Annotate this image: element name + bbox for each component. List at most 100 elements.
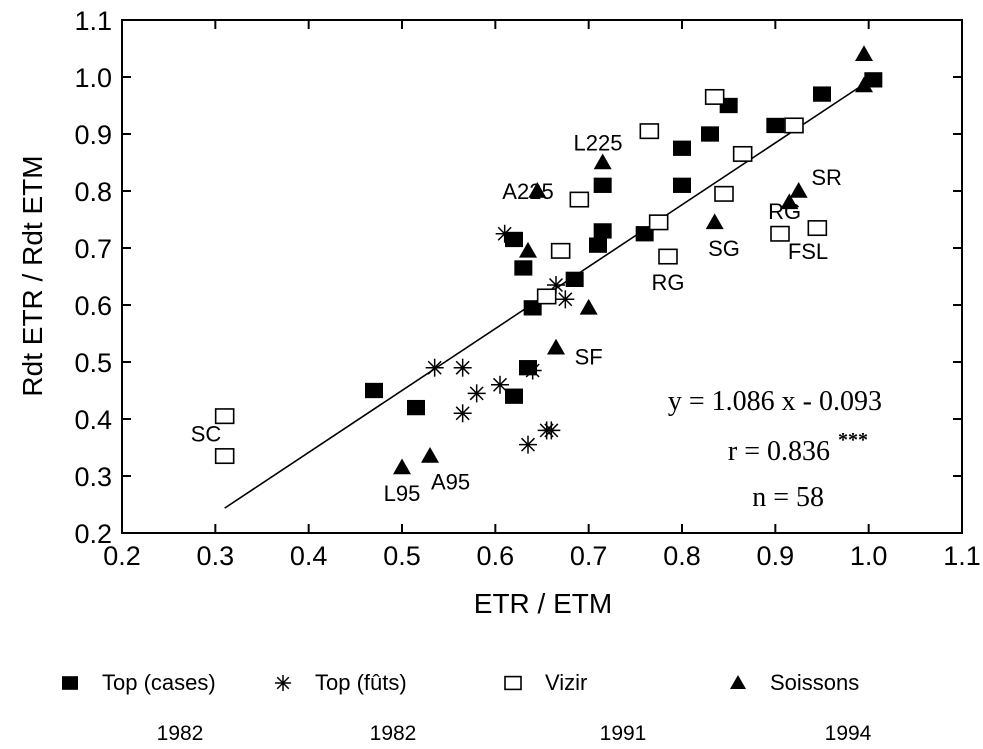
- point-top-cases: [766, 117, 785, 134]
- point-label: SF: [575, 344, 603, 369]
- point-soissons: [789, 182, 808, 198]
- regression-stats: y = 1.086 x - 0.093 r = 0.836 *** n = 58: [668, 386, 882, 513]
- point-vizir: [732, 145, 753, 162]
- point-vizir: [536, 288, 557, 305]
- point-top-f-ts: [425, 358, 444, 377]
- y-tick-label: 0.8: [74, 177, 112, 207]
- x-tick-label: 0.4: [290, 541, 328, 571]
- point-soissons: [519, 241, 537, 258]
- point-vizir: [784, 117, 804, 134]
- y-tick-label: 1.0: [74, 63, 112, 93]
- point-label: A225: [502, 179, 553, 204]
- point-vizir: [639, 123, 660, 140]
- data-points: [214, 45, 883, 475]
- legend-marker: [504, 675, 522, 691]
- legend-label: Soissons: [770, 670, 859, 695]
- legend-item: Soissons 1994: [730, 670, 872, 745]
- asterisk-stroke: [455, 406, 470, 421]
- legend-marker: [62, 676, 78, 690]
- legend-marker: [730, 675, 746, 689]
- legend-item: Top (cases) 1982: [62, 670, 216, 745]
- x-tick-label: 1.0: [850, 541, 888, 571]
- plot-axes: 0.2 0.3 0.4 0.5 0.6 0.7 0.8 0.9 1.0 1.1 0.2 0.3 0.4 0…: [74, 6, 980, 571]
- asterisk-stroke: [469, 386, 484, 401]
- legend-item: Top (fûts) 1982: [275, 670, 416, 745]
- asterisk-stroke: [427, 360, 442, 375]
- x-tick-label: 0.9: [757, 541, 795, 571]
- y-tick-label: 0.6: [74, 291, 112, 321]
- point-top-f-ts: [453, 358, 472, 377]
- x-tick-label: 1.1: [943, 541, 981, 571]
- point-top-cases: [505, 388, 523, 404]
- point-soissons: [780, 193, 799, 210]
- point-top-f-ts: [556, 290, 575, 309]
- asterisk-stroke: [497, 226, 512, 241]
- asterisk-stroke: [558, 292, 573, 307]
- asterisk-stroke: [520, 437, 536, 452]
- legend-label: Vizir: [545, 670, 587, 695]
- plot-frame: [121, 19, 963, 534]
- point-soissons: [855, 76, 873, 93]
- point-top-f-ts: [467, 384, 486, 403]
- point-soissons: [421, 447, 439, 463]
- asterisk-stroke: [525, 363, 540, 378]
- point-vizir: [569, 191, 590, 208]
- point-top-cases: [673, 177, 691, 193]
- point-top-cases: [505, 231, 523, 248]
- point-label: SR: [811, 165, 842, 190]
- point-soissons: [593, 153, 612, 170]
- point-label: SG: [708, 236, 740, 261]
- legend-item: Vizir 1991: [504, 670, 647, 745]
- correlation-coefficient: r = 0.836: [728, 436, 830, 467]
- point-vizir: [658, 248, 678, 265]
- point-top-cases: [864, 72, 883, 88]
- y-tick-label: 1.1: [74, 6, 112, 36]
- point-label: RG: [768, 199, 801, 224]
- y-tick-label: 0.7: [74, 234, 112, 264]
- point-top-cases: [565, 271, 584, 287]
- point-top-cases: [365, 382, 383, 399]
- point-label: RG: [652, 270, 685, 295]
- point-vizir: [704, 88, 725, 105]
- point-label: L95: [384, 481, 421, 506]
- y-axis-label: Rdt ETR / Rdt ETM: [17, 155, 48, 396]
- point-soissons: [579, 298, 598, 315]
- point-top-cases: [593, 223, 612, 239]
- legend-year: 1994: [825, 722, 872, 745]
- legend: Top (cases) 1982 Top (fûts) 1982 Vizir 1991 So…: [62, 670, 872, 745]
- series-top-f-ts: [425, 224, 575, 454]
- point-top-cases: [813, 86, 831, 102]
- y-tick-label: 0.2: [74, 519, 112, 549]
- point-soissons: [547, 338, 565, 355]
- point-top-f-ts: [542, 421, 561, 440]
- point-vizir: [770, 225, 790, 242]
- series-vizir: [214, 88, 828, 465]
- x-tick-label: 0.6: [477, 541, 515, 571]
- y-tick-label: 0.9: [74, 120, 112, 150]
- point-top-f-ts: [523, 361, 542, 380]
- asterisk-stroke: [492, 377, 508, 392]
- point-soissons: [393, 458, 411, 475]
- point-vizir: [714, 185, 734, 202]
- point-top-cases: [589, 237, 607, 253]
- x-tick-label: 0.7: [570, 541, 608, 571]
- point-label: L225: [574, 131, 623, 156]
- asterisk-stroke: [544, 423, 559, 438]
- x-tick-label: 0.8: [663, 541, 701, 571]
- point-top-cases: [407, 399, 425, 416]
- point-top-f-ts: [491, 375, 509, 394]
- point-soissons: [528, 182, 547, 198]
- significance-stars: ***: [838, 429, 868, 451]
- sample-size: n = 58: [752, 482, 824, 513]
- y-tick-label: 0.3: [74, 462, 112, 492]
- x-tick-label: 0.2: [103, 541, 141, 571]
- asterisk-stroke: [455, 360, 470, 375]
- point-top-cases: [514, 260, 533, 276]
- point-label: FSL: [788, 239, 828, 264]
- point-top-f-ts: [519, 435, 537, 454]
- asterisk-stroke: [276, 676, 290, 690]
- legend-year: 1991: [600, 722, 647, 745]
- y-tick-label: 0.4: [74, 405, 112, 435]
- point-top-cases: [593, 177, 612, 193]
